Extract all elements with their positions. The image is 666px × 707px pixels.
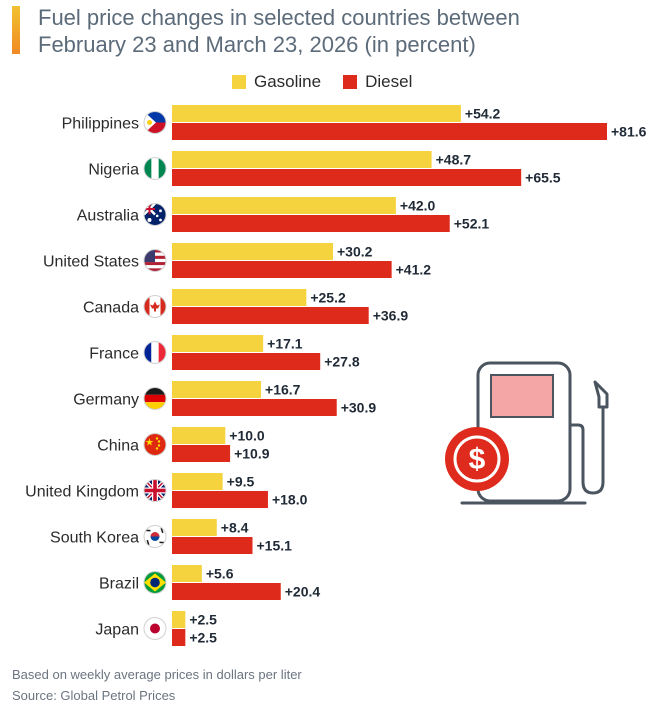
bar-chart: Philippines +54.2 +81.6 Nigeria +48.7 +65.5 Au…	[25, 105, 647, 646]
legend-label-diesel: Diesel	[365, 72, 413, 91]
legend-label-gasoline: Gasoline	[254, 72, 322, 91]
united-states-flag-icon	[144, 249, 166, 272]
data-label-gasoline-nigeria: +48.7	[436, 152, 472, 168]
nigeria-flag-icon	[144, 157, 166, 180]
bar-gasoline-japan	[172, 611, 186, 628]
category-label-south-korea: South Korea	[50, 530, 139, 547]
footer-note: Based on weekly average prices in dollar…	[12, 667, 302, 682]
category-label-china: China	[97, 438, 139, 455]
category-label-france: France	[89, 346, 139, 363]
category-label-brazil: Brazil	[99, 576, 139, 593]
philippines-flag-icon	[144, 111, 166, 134]
category-label-united-kingdom: United Kingdom	[25, 484, 139, 501]
category-label-japan: Japan	[95, 622, 139, 639]
brazil-flag-icon	[144, 571, 166, 594]
data-label-gasoline-united-states: +30.2	[337, 244, 373, 260]
category-label-philippines: Philippines	[62, 116, 139, 133]
data-label-diesel-philippines: +81.6	[611, 124, 647, 140]
fuel-pump-dollar-icon: $	[445, 361, 609, 505]
south-korea-flag-icon	[144, 525, 166, 548]
data-label-diesel-australia: +52.1	[454, 216, 490, 232]
bar-diesel-germany	[172, 399, 337, 416]
bar-gasoline-germany	[172, 381, 262, 398]
bar-gasoline-france	[172, 335, 264, 352]
svg-text:★: ★	[145, 438, 154, 449]
bar-gasoline-united-states	[172, 243, 333, 260]
bar-diesel-philippines	[172, 123, 607, 140]
bar-diesel-canada	[172, 307, 369, 324]
germany-flag-icon	[144, 387, 166, 410]
bar-diesel-south-korea	[172, 537, 253, 554]
data-label-diesel-united-states: +41.2	[396, 262, 432, 278]
category-label-germany: Germany	[73, 392, 139, 409]
bar-gasoline-philippines	[172, 105, 461, 122]
category-label-united-states: United States	[43, 254, 139, 271]
data-label-gasoline-china: +10.0	[229, 428, 265, 444]
data-label-gasoline-canada: +25.2	[310, 290, 346, 306]
data-label-diesel-japan: +2.5	[189, 630, 217, 646]
data-label-gasoline-south-korea: +8.4	[221, 520, 249, 536]
data-label-gasoline-united-kingdom: +9.5	[227, 474, 255, 490]
category-label-nigeria: Nigeria	[88, 162, 139, 179]
svg-text:$: $	[469, 443, 486, 476]
data-label-gasoline-germany: +16.7	[265, 382, 301, 398]
bar-gasoline-australia	[172, 197, 396, 214]
data-label-gasoline-australia: +42.0	[400, 198, 436, 214]
category-label-canada: Canada	[83, 300, 139, 317]
bar-gasoline-china	[172, 427, 226, 444]
bars-layer: Philippines +54.2 +81.6 Nigeria +48.7 +65.5 Au…	[25, 105, 647, 646]
legend-item-diesel: Diesel	[343, 72, 412, 92]
data-label-diesel-china: +10.9	[234, 446, 270, 462]
bar-diesel-united-states	[172, 261, 392, 278]
data-label-diesel-south-korea: +15.1	[256, 538, 292, 554]
data-label-diesel-canada: +36.9	[373, 308, 409, 324]
data-label-gasoline-philippines: +54.2	[465, 106, 501, 122]
bar-diesel-nigeria	[172, 169, 522, 186]
legend-swatch-diesel	[343, 75, 358, 89]
legend-swatch-gasoline	[232, 75, 246, 89]
chart-legend: Gasoline Diesel	[232, 72, 434, 92]
bar-gasoline-south-korea	[172, 519, 217, 536]
data-label-diesel-nigeria: +65.5	[525, 170, 561, 186]
bar-gasoline-brazil	[172, 565, 202, 582]
data-label-gasoline-brazil: +5.6	[206, 566, 234, 582]
chart-title: Fuel price changes in selected countries…	[38, 5, 520, 57]
data-label-diesel-brazil: +20.4	[285, 584, 321, 600]
bar-gasoline-united-kingdom	[172, 473, 223, 490]
title-accent-bar	[12, 6, 20, 54]
data-label-diesel-united-kingdom: +18.0	[272, 492, 308, 508]
bar-gasoline-canada	[172, 289, 307, 306]
footer-source: Source: Global Petrol Prices	[12, 688, 176, 703]
chart-header: Fuel price changes in selected countries…	[12, 4, 652, 58]
legend-item-gasoline: Gasoline	[232, 72, 321, 92]
france-flag-icon	[144, 341, 166, 364]
bar-diesel-brazil	[172, 583, 281, 600]
bar-diesel-france	[172, 353, 321, 370]
chart-footer: Based on weekly average prices in dollar…	[12, 664, 302, 706]
data-label-diesel-germany: +30.9	[341, 400, 377, 416]
canada-flag-icon	[144, 295, 166, 318]
japan-flag-icon	[144, 617, 166, 640]
data-label-gasoline-japan: +2.5	[189, 612, 217, 628]
bar-diesel-china	[172, 445, 231, 462]
category-label-australia: Australia	[77, 208, 139, 225]
united-kingdom-flag-icon	[144, 479, 166, 502]
bar-gasoline-nigeria	[172, 151, 432, 168]
bar-diesel-united-kingdom	[172, 491, 268, 508]
china-flag-icon: ★	[144, 433, 166, 456]
bar-diesel-japan	[172, 629, 186, 646]
bar-diesel-australia	[172, 215, 450, 232]
data-label-gasoline-france: +17.1	[267, 336, 303, 352]
data-label-diesel-france: +27.8	[324, 354, 360, 370]
